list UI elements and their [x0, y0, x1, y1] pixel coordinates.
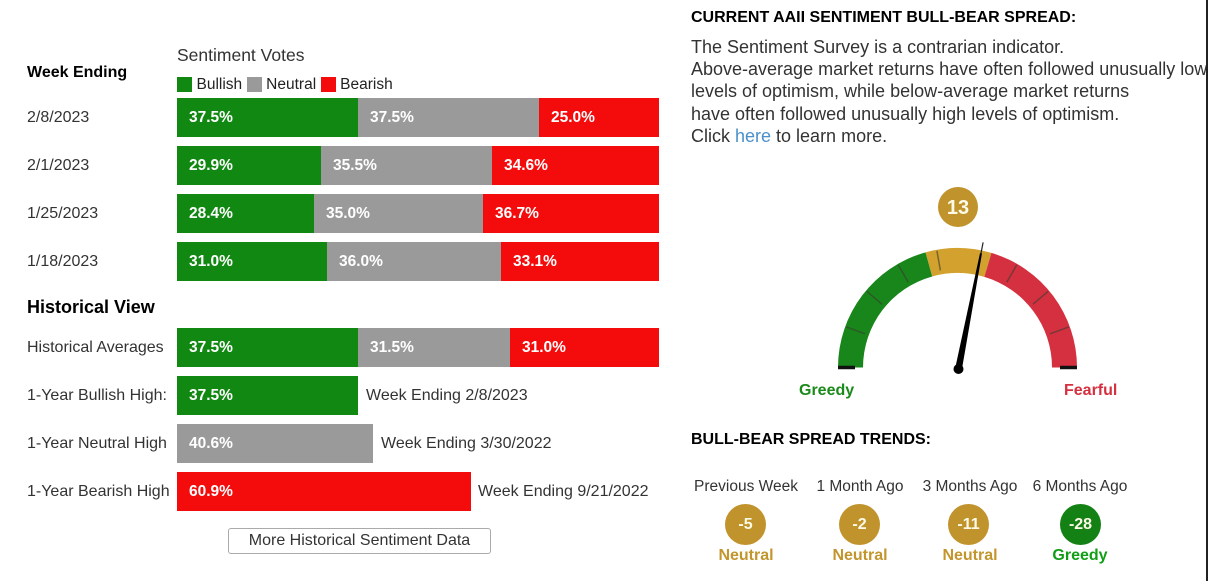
svg-text:13: 13 [947, 197, 969, 219]
